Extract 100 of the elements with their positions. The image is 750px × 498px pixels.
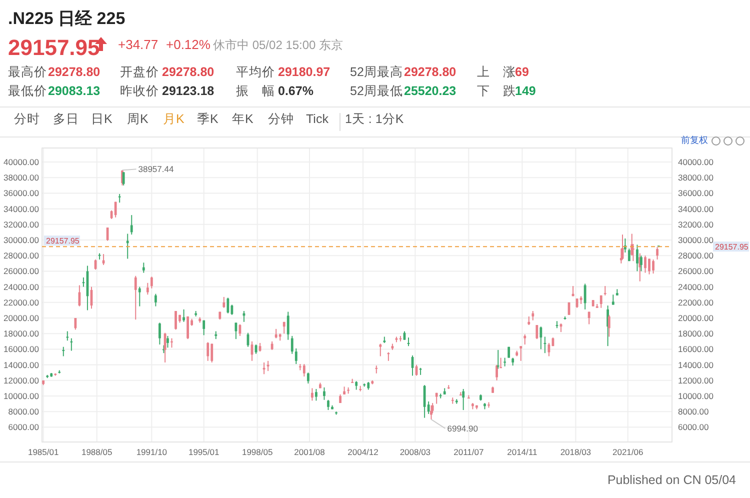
- candlestick: [154, 293, 157, 307]
- candlestick: [323, 386, 326, 400]
- y-tick-label: 26000.00: [4, 266, 40, 276]
- candlestick: [636, 244, 638, 272]
- text: 69: [515, 65, 529, 79]
- candlestick: [286, 311, 290, 340]
- candlestick: [520, 346, 522, 362]
- y2-tick-label: 8000.00: [678, 406, 709, 417]
- candlestick: [375, 365, 378, 374]
- text: 52周最高: [350, 64, 403, 79]
- candlestick: [170, 338, 173, 348]
- y-tick-label: 32000.00: [4, 219, 40, 230]
- text: 分钟: [268, 112, 294, 126]
- candlestick: [66, 330, 69, 342]
- annotation: 6994.90: [447, 423, 478, 434]
- x-tick-label: 2008/03: [400, 447, 431, 457]
- candlestick: [532, 310, 534, 321]
- y2-tick-label: 38000.00: [678, 172, 714, 183]
- text: 年K: [232, 112, 254, 126]
- y-tick-label: 16000.00: [4, 344, 40, 354]
- y-tick-label: 40000.00: [4, 157, 40, 168]
- y2-tick-label: 6000.00: [678, 422, 709, 432]
- text: 日K: [91, 112, 113, 126]
- text: 平均价: [236, 65, 275, 79]
- text: 29083.13: [48, 84, 100, 98]
- candlestick: [524, 334, 526, 346]
- candlestick: [306, 372, 310, 384]
- y-tick-label: 36000.00: [4, 188, 40, 198]
- y2-tick-label: 22000.00: [678, 297, 714, 308]
- x-tick-label: 1998/05: [242, 447, 273, 457]
- candlestick: [648, 258, 650, 275]
- candlestick: [462, 388, 465, 411]
- candlestick: [652, 259, 654, 274]
- ref-line-label: 29157.95: [46, 236, 80, 246]
- candlestick: [315, 388, 318, 402]
- text: 29157.95: [715, 242, 749, 252]
- candlestick: [186, 316, 189, 340]
- text: +0.12%: [166, 37, 211, 52]
- candlestick: [600, 294, 602, 308]
- candlestick: [544, 336, 546, 354]
- candlestick: [146, 282, 149, 296]
- candlestick: [130, 214, 133, 236]
- text: 29278.80: [404, 65, 456, 79]
- text: 休市中 05/02 15:00 东京: [213, 38, 344, 52]
- y2-tick-label: 10000.00: [678, 390, 714, 401]
- x-tick-label: 1988/05: [81, 447, 112, 457]
- candlestick: [142, 262, 145, 274]
- text: 29180.97: [278, 65, 330, 79]
- y2-tick-label: 12000.00: [678, 375, 714, 386]
- candlestick: [150, 276, 153, 289]
- candlestick: [166, 335, 169, 348]
- y2-tick-label: 40000.00: [678, 157, 714, 168]
- x-tick-label: 1995/01: [188, 447, 220, 457]
- text: 开盘价: [120, 65, 159, 79]
- y-tick-label: 6000.00: [8, 422, 40, 432]
- candlestick: [182, 308, 185, 322]
- chart-title: .N225 日经 225: [8, 9, 126, 28]
- text: 29123.18: [162, 84, 214, 98]
- x-tick-label: 2004/12: [348, 447, 379, 457]
- y2-tick-label: 24000.00: [678, 282, 714, 292]
- y2-tick-label: 14000.00: [678, 360, 714, 370]
- candlestick: [226, 297, 230, 314]
- y-tick-label: 30000.00: [4, 235, 40, 246]
- text: 29278.80: [162, 65, 214, 79]
- annotation: 38957.44: [138, 164, 174, 174]
- x-tick-label: 1991/10: [136, 447, 168, 457]
- text: 上 涨: [477, 65, 516, 79]
- text: 1天 : 1分K: [345, 112, 404, 126]
- candlestick: [234, 322, 238, 340]
- x-tick-label: 2011/07: [454, 447, 484, 457]
- y-tick-label: 12000.00: [4, 375, 40, 386]
- candlestick: [588, 311, 590, 325]
- text: 前复权: [681, 135, 708, 145]
- y2-tick-label: 20000.00: [678, 313, 714, 324]
- text: 0.67%: [278, 84, 314, 98]
- x-tick-label: 2018/03: [560, 447, 592, 457]
- candlestick: [536, 324, 538, 340]
- y2-tick-label: 26000.00: [678, 266, 714, 276]
- text: 29157.95: [8, 35, 100, 60]
- candlestick: [500, 357, 502, 368]
- candlestick: [202, 320, 206, 336]
- candlestick: [274, 328, 278, 339]
- candlestick: [310, 388, 314, 402]
- y2-tick-label: 16000.00: [678, 344, 714, 354]
- candlestick: [540, 326, 542, 350]
- y2-tick-label: 36000.00: [678, 188, 714, 198]
- text: 最高价: [8, 64, 47, 79]
- text: 下 跌: [477, 84, 516, 98]
- text: 25520.23: [404, 84, 456, 98]
- y2-tick-label: 32000.00: [678, 219, 714, 230]
- y2-tick-label: 34000.00: [678, 204, 714, 214]
- candlestick: [327, 399, 330, 411]
- candlestick: [427, 400, 430, 414]
- y-tick-label: 28000.00: [4, 250, 40, 261]
- candlestick: [70, 338, 73, 352]
- candlestick: [62, 346, 65, 357]
- candlestick: [294, 348, 298, 365]
- text: 昨收价: [120, 84, 159, 98]
- candlestick: [138, 286, 141, 307]
- candlestick: [114, 201, 117, 218]
